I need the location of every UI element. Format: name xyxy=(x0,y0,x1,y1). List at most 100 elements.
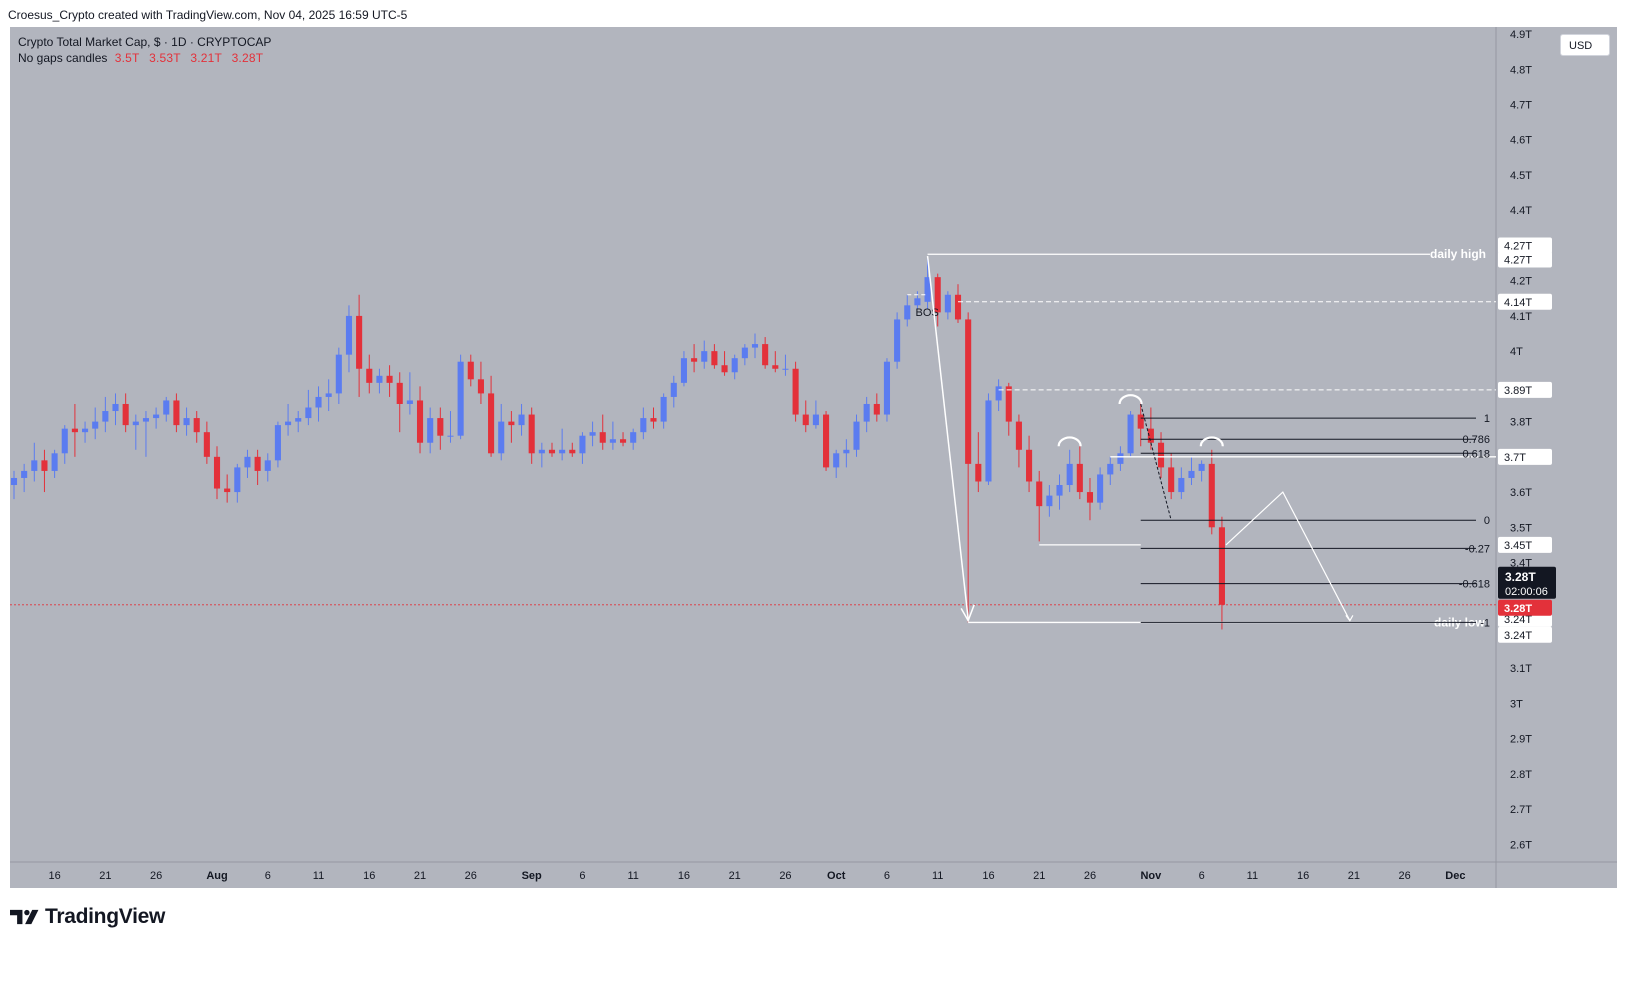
candle-body xyxy=(640,418,647,433)
price-tick-label: 4.4T xyxy=(1510,205,1532,217)
price-tick-label: 3.8T xyxy=(1510,417,1532,429)
time-tick-label: Nov xyxy=(1140,870,1162,882)
ohlc-close: 3.28T xyxy=(231,51,264,65)
candle-body xyxy=(650,418,657,422)
candle-body xyxy=(843,449,850,454)
candle-body xyxy=(1188,470,1195,478)
chart-attribution: Croesus_Crypto created with TradingView.… xyxy=(8,8,408,22)
candle-body xyxy=(31,460,38,471)
time-tick-label: 6 xyxy=(265,870,271,882)
candle-body xyxy=(21,470,28,478)
candle-body xyxy=(599,432,606,443)
candle-body xyxy=(528,414,535,454)
price-tag-label: 3.89T xyxy=(1504,385,1532,397)
candle-body xyxy=(812,414,819,426)
time-tick-label: Sep xyxy=(522,870,542,882)
last-price-label: 3.28T xyxy=(1504,603,1532,615)
candle-body xyxy=(985,400,992,482)
price-tick-label: 2.7T xyxy=(1510,804,1532,816)
price-tag-box xyxy=(1498,536,1552,553)
candle-body xyxy=(670,382,677,397)
candle-body xyxy=(954,294,962,320)
candle-body xyxy=(427,418,434,443)
price-axis[interactable]: 4.9T 4.8T 4.7T 4.6T 4.5T 4.4T 4.2T 4.1T 4T 3.8T 3.… xyxy=(1510,29,1532,851)
candle-body xyxy=(1178,477,1185,493)
candle-body xyxy=(325,393,332,397)
chart-frame[interactable]: daily high BOS daily low 1 0.786 0.618 0 -0.27-… xyxy=(10,27,1617,927)
time-tick-label: 11 xyxy=(627,870,638,882)
candle-body xyxy=(1117,453,1124,464)
candle-body xyxy=(102,411,109,422)
price-tick-label: 4.9T xyxy=(1510,29,1532,41)
price-tick-label: 3.4T xyxy=(1510,558,1532,570)
time-tick-label: 21 xyxy=(1348,870,1360,882)
candle-body xyxy=(802,414,809,426)
plot-background xyxy=(10,27,1496,862)
candle-body xyxy=(71,428,78,433)
ohlc-open: 3.5T xyxy=(114,51,140,65)
price-tag-label: 3.24T xyxy=(1504,614,1532,626)
projection-arrow-head xyxy=(1345,615,1354,622)
projection-path xyxy=(1225,491,1351,621)
candle-body xyxy=(619,439,627,443)
candle-body xyxy=(1107,463,1114,475)
candle-body xyxy=(345,315,353,355)
time-tick-label: 11 xyxy=(313,870,324,882)
chart-legend: No gaps candles 3.5T 3.53T 3.21T 3.28T xyxy=(18,51,269,65)
price-tag-label: 3.24T xyxy=(1504,630,1532,642)
daily-high-label: daily high xyxy=(1430,247,1486,261)
candle-body xyxy=(1066,463,1073,486)
currency-button[interactable]: USD xyxy=(1560,34,1610,56)
candle-body xyxy=(406,400,413,404)
candle-body xyxy=(995,386,1002,401)
candle-body xyxy=(1157,442,1165,468)
candle-body xyxy=(630,432,637,443)
time-tick-label: 16 xyxy=(363,870,375,882)
price-tag-label: 4.27T xyxy=(1504,255,1532,267)
price-tag-box xyxy=(1498,626,1552,643)
price-tick-label: 4.6T xyxy=(1510,135,1532,147)
candle-body xyxy=(894,319,901,362)
candle-body xyxy=(112,403,119,412)
time-tick-label: 21 xyxy=(729,870,741,882)
candle-body xyxy=(833,453,840,468)
time-tick-label: 11 xyxy=(932,870,943,882)
price-tick-label: 3.5T xyxy=(1510,522,1532,534)
drop-arrow-line xyxy=(926,255,969,619)
time-axis[interactable]: 16 21 26 Aug 6 11 16 21 26 Sep 6 11 16 21 26 Oct 6 11 16 21… xyxy=(48,870,1465,882)
price-tag-label: 4.14T xyxy=(1504,297,1532,309)
price-tag-box xyxy=(1498,381,1552,398)
candle-body xyxy=(437,418,444,436)
candle-body xyxy=(1208,463,1215,528)
candle-body xyxy=(396,382,403,404)
candle-layer xyxy=(10,256,1225,630)
candle-body xyxy=(254,456,261,471)
candle-body xyxy=(477,379,484,394)
price-tag-box xyxy=(1498,237,1552,254)
candle-body xyxy=(914,298,921,306)
candle-body xyxy=(1036,481,1043,507)
candle-body xyxy=(122,403,129,426)
candle-body xyxy=(569,449,576,454)
candle-body xyxy=(1147,428,1154,443)
candle-body xyxy=(295,418,302,422)
candle-body xyxy=(1198,463,1205,471)
candle-body xyxy=(609,439,616,443)
candle-body xyxy=(1015,421,1022,450)
candle-body xyxy=(305,407,312,419)
candle-body xyxy=(741,347,748,359)
time-tick-label: 16 xyxy=(982,870,994,882)
fib-level-label: -0.27 xyxy=(1465,543,1490,555)
candle-body xyxy=(163,400,170,415)
candle-body xyxy=(82,428,89,433)
candle-body xyxy=(1168,467,1175,493)
left-shoulder-arc xyxy=(1057,436,1082,447)
candle-body xyxy=(244,456,251,468)
price-tick-label: 4.1T xyxy=(1510,311,1532,323)
candle-body xyxy=(589,432,596,436)
price-tag-label: 3.45T xyxy=(1504,540,1532,552)
candle-body xyxy=(538,449,545,454)
candle-body xyxy=(1076,463,1083,493)
candle-body xyxy=(944,294,951,313)
